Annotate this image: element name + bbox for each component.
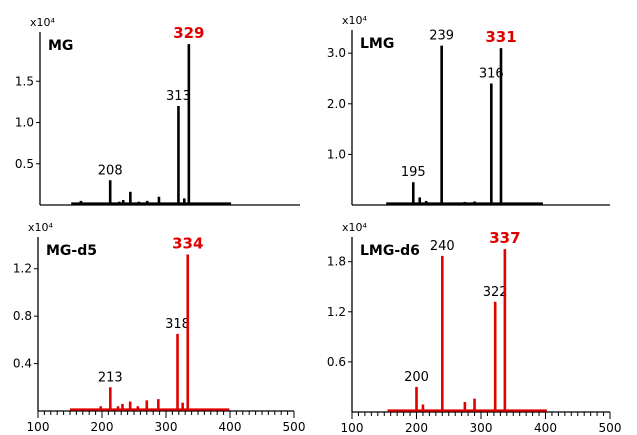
peak-label: 329 <box>173 24 204 42</box>
y-tick-label: 1.0 <box>15 116 34 130</box>
peak-label: 208 <box>98 163 123 178</box>
y-tick-label: 1.2 <box>13 262 32 276</box>
x-tick-label: 400 <box>534 421 557 435</box>
x-tick-label: 200 <box>91 420 114 434</box>
peak-label: 316 <box>479 67 504 82</box>
y-tick-label: 0.4 <box>13 357 32 371</box>
spectrum-panel-3: x10⁴ MG-d5 0.4 0.8 1.2 100 200 300 400 500 213 318 3… <box>13 221 306 434</box>
spectrum-panel-1: x10⁴ MG 0.5 1.0 1.5 208 313 329 <box>15 16 300 206</box>
panel-title: LMG-d6 <box>360 243 420 259</box>
peak-label: 195 <box>401 165 426 180</box>
peak-label: 337 <box>489 229 520 247</box>
y-tick-label: 2.0 <box>327 97 346 111</box>
panel-title: MG-d5 <box>46 243 97 259</box>
y-multiplier: x10⁴ <box>342 221 368 234</box>
y-tick-label: 3.0 <box>327 46 346 60</box>
y-tick-label: 1.5 <box>15 74 34 88</box>
spectrum-panel-2: x10⁴ LMG 1.0 2.0 3.0 195 239 316 331 <box>327 14 610 206</box>
y-multiplier: x10⁴ <box>30 16 56 29</box>
y-tick-label: 0.6 <box>327 355 346 369</box>
y-tick-label: 1.2 <box>327 305 346 319</box>
x-tick-label: 500 <box>599 421 622 435</box>
y-tick-label: 1.0 <box>327 147 346 161</box>
peak-label: 200 <box>404 370 429 385</box>
spectrum-panel-4: x10⁴ LMG-d6 0.6 1.2 1.8 100 200 300 400 500 200 240… <box>327 221 622 435</box>
peak-label: 240 <box>430 239 455 254</box>
panel-title: LMG <box>360 36 394 52</box>
x-tick-label: 100 <box>341 421 364 435</box>
peak-label: 239 <box>429 29 454 44</box>
x-tick-label: 300 <box>470 421 493 435</box>
y-tick-label: 0.8 <box>13 309 32 323</box>
x-tick-label: 400 <box>219 420 242 434</box>
y-tick-label: 1.8 <box>327 255 346 269</box>
peak-label: 322 <box>483 285 508 300</box>
y-multiplier: x10⁴ <box>28 221 54 234</box>
peak-label: 334 <box>172 234 203 252</box>
x-tick-label: 100 <box>27 420 50 434</box>
peak-label: 318 <box>165 317 190 332</box>
peak-label: 331 <box>485 28 516 46</box>
y-multiplier: x10⁴ <box>342 14 368 27</box>
x-tick-label: 200 <box>405 421 428 435</box>
x-tick-label: 300 <box>155 420 178 434</box>
peak-label: 313 <box>166 89 191 104</box>
panel-title: MG <box>48 38 73 54</box>
y-tick-label: 0.5 <box>15 157 34 171</box>
x-tick-label: 500 <box>283 420 306 434</box>
peak-label: 213 <box>98 370 123 385</box>
